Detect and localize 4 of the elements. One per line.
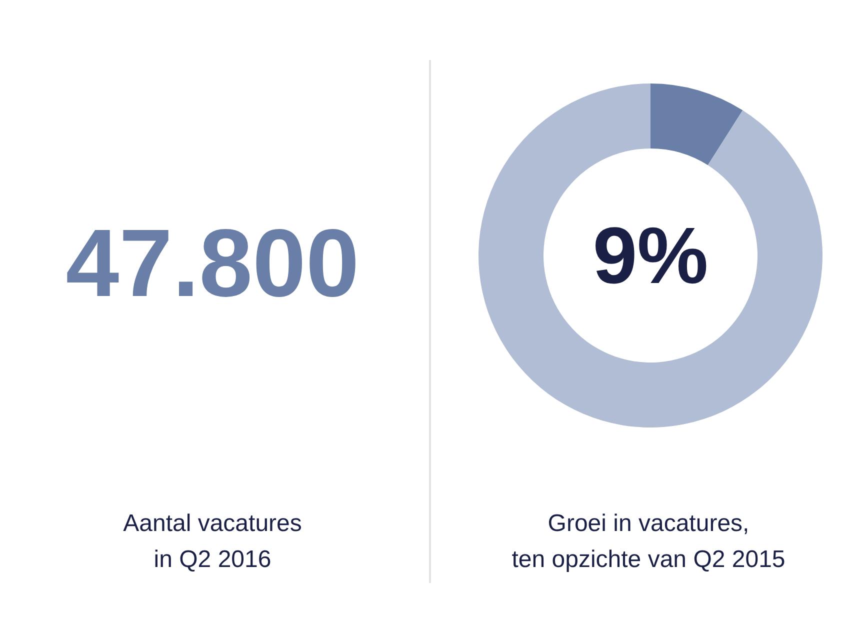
data-label: 9% <box>592 211 708 300</box>
text: Aantal vacatures in Q2 2016 <box>123 510 302 574</box>
text: Groei in vacatures, ten opzichte van Q2 2015 <box>512 510 786 574</box>
text: 47.800 <box>66 210 360 317</box>
